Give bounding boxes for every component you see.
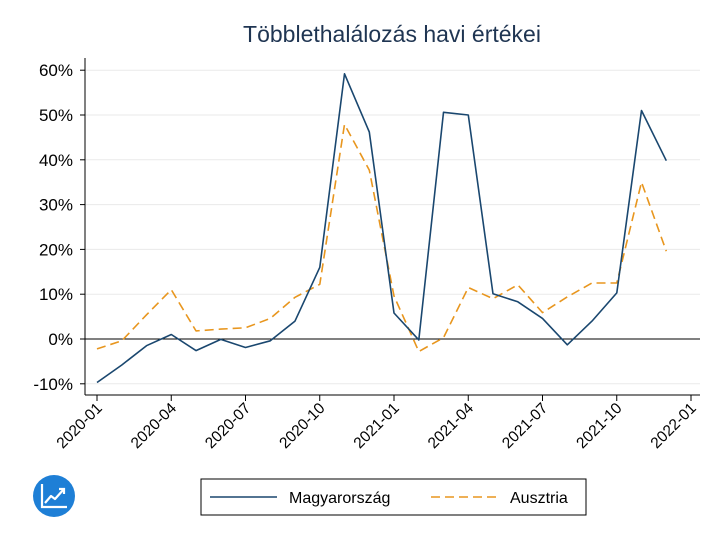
y-tick-label: 10% — [39, 285, 73, 304]
x-tick-label: 2022-01 — [648, 400, 700, 452]
x-tick-label: 2021-07 — [499, 400, 551, 452]
logo-circle — [33, 475, 75, 517]
y-tick-label: 40% — [39, 151, 73, 170]
y-axis-ticks: -10% 0% 10% 20% 30% 40% 50% 60% — [33, 61, 85, 394]
series-line-ausztria — [96, 123, 668, 353]
legend: Magyarország Ausztria — [200, 478, 587, 516]
x-tick-label: 2020-07 — [202, 400, 254, 452]
axes — [84, 58, 700, 396]
series-line-magyarorszag — [96, 73, 668, 384]
y-tick-label: 60% — [39, 61, 73, 80]
x-tick-label: 2021-01 — [351, 400, 403, 452]
y-tick-label: 20% — [39, 240, 73, 259]
trend-chart-icon — [40, 484, 67, 509]
legend-label: Ausztria — [510, 490, 568, 507]
x-tick-label: 2020-04 — [128, 400, 181, 453]
grid-lines — [85, 69, 700, 385]
logo — [33, 475, 75, 517]
x-tick-label: 2021-10 — [573, 400, 626, 453]
x-tick-label: 2020-01 — [54, 400, 106, 452]
y-tick-label: -10% — [33, 375, 73, 394]
legend-label: Magyarország — [289, 490, 390, 507]
chart-title: Többlethalálozás havi értékei — [243, 21, 541, 47]
y-tick-label: 0% — [48, 330, 73, 349]
x-tick-label: 2021-04 — [425, 400, 478, 453]
x-tick-label: 2020-10 — [276, 400, 329, 453]
y-tick-label: 50% — [39, 106, 73, 125]
y-tick-label: 30% — [39, 196, 73, 215]
x-axis-ticks: 2020-01 2020-04 2020-07 2020-10 2021-01 2021-… — [54, 395, 700, 452]
series-lines — [96, 73, 668, 384]
